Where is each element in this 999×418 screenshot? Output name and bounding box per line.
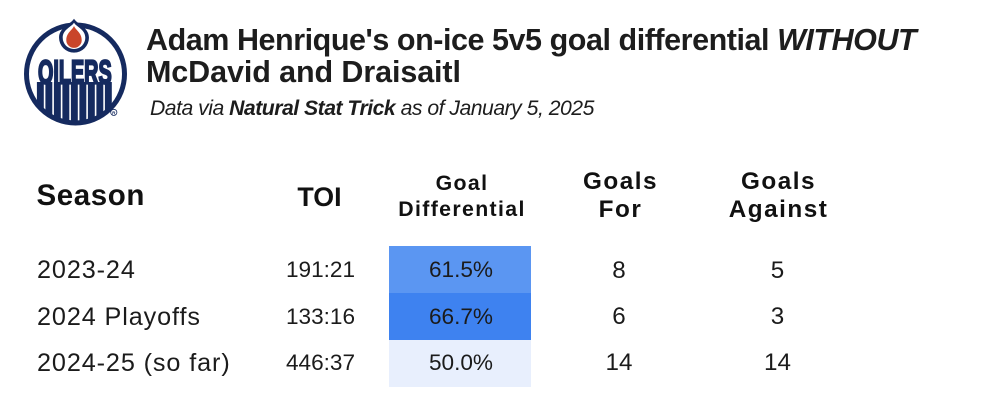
svg-text:OILERS: OILERS [38,53,112,91]
svg-text:R: R [112,110,116,115]
